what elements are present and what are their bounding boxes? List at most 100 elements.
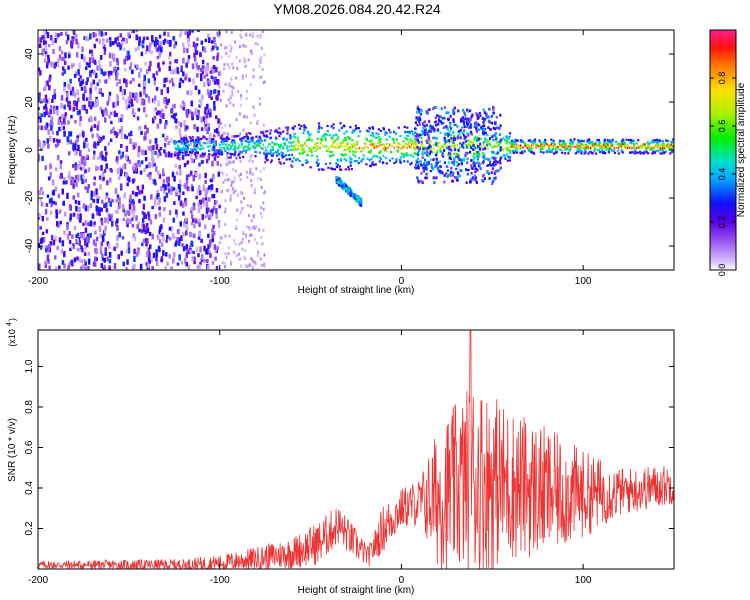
spectrogram-cell: [139, 263, 143, 270]
spectrogram-cell: [369, 143, 371, 146]
spectrogram-cell: [400, 152, 403, 155]
spectrogram-cell: [455, 160, 458, 164]
spectrogram-cell: [568, 149, 571, 152]
spectrogram-cell: [99, 106, 102, 111]
spectrogram-cell: [217, 90, 220, 96]
spectrogram-cell: [441, 151, 444, 154]
spectrogram-cell: [176, 140, 179, 144]
spectrogram-cell: [341, 185, 344, 188]
spectrogram-cell: [244, 149, 247, 152]
spectrogram-cell: [670, 143, 672, 146]
spectrogram-cell: [154, 151, 157, 155]
spectrogram-cell: [258, 143, 260, 147]
spectrogram-cell: [154, 107, 157, 112]
spectrogram-cell: [173, 175, 176, 182]
spectrogram-cell: [208, 37, 211, 44]
spectrogram-cell: [191, 256, 194, 261]
spectrogram-cell: [161, 242, 164, 247]
spectrogram-cell: [670, 142, 674, 145]
spectrogram-cell: [515, 147, 518, 151]
spectrogram-cell: [131, 217, 134, 222]
spectrogram-cell: [143, 167, 146, 173]
spectrogram-cell: [39, 37, 43, 43]
spectrogram-cell: [497, 140, 500, 143]
spectrogram-cell: [63, 69, 66, 75]
spectrogram-cell: [441, 144, 443, 147]
spectrogram-cell: [242, 149, 245, 152]
spectrogram-cell: [253, 145, 256, 148]
spectrogram-cell: [163, 149, 166, 154]
spectrogram-cell: [124, 134, 127, 139]
spectrogram-cell: [325, 149, 329, 153]
spectrogram-cell: [150, 257, 153, 263]
spectrogram-cell: [460, 169, 463, 172]
spectrogram-cell: [464, 135, 467, 139]
spectrogram-cell: [48, 76, 51, 83]
spectrogram-cell: [490, 115, 493, 118]
spectrogram-cell: [591, 152, 594, 155]
spectrogram-cell: [335, 178, 338, 182]
spectrogram-cell: [320, 139, 323, 142]
spectrogram-cell: [125, 172, 128, 177]
spectrogram-cell: [423, 125, 427, 128]
spectrogram-cell: [72, 243, 75, 250]
colorbar-tick-label: 0.2: [717, 216, 727, 229]
spectrogram-cell: [130, 200, 134, 205]
spectrogram-cell: [93, 176, 96, 180]
spectrogram-cell: [174, 242, 177, 247]
spectrogram-cell: [90, 128, 93, 132]
spectrogram-cell: [485, 112, 488, 116]
spectrogram-cell: [561, 145, 563, 148]
spectrogram-cell: [419, 160, 422, 163]
spectrogram-cell: [520, 140, 523, 143]
spectrogram-cell: [104, 146, 107, 151]
spectrogram-cell: [303, 150, 306, 153]
spectrogram-cell: [103, 47, 107, 52]
spectrogram-cell: [53, 89, 56, 94]
spectrogram-cell: [128, 34, 131, 39]
spectrogram-cell: [258, 145, 261, 148]
spectrogram-cell: [261, 130, 264, 133]
spectrogram-cell: [105, 195, 108, 200]
spectrogram-cell: [449, 174, 452, 177]
spectrogram-cell: [601, 146, 604, 149]
spectrogram-cell: [577, 139, 580, 142]
spectrogram-cell: [660, 152, 663, 155]
spectrogram-cell: [389, 143, 391, 146]
spectrogram-cell: [473, 125, 476, 129]
spectrogram-cell: [442, 121, 445, 125]
spectrogram-cell: [186, 140, 189, 143]
spectrogram-cell: [310, 139, 313, 142]
spectrogram-cell: [340, 126, 343, 129]
spectrogram-cell: [328, 155, 332, 158]
spectrogram-cell: [79, 115, 82, 122]
spectrogram-y-tick-label: 40: [24, 48, 35, 60]
spectrogram-cell: [70, 259, 74, 265]
spectrogram-cell: [450, 170, 453, 173]
spectrogram-cell: [178, 149, 181, 152]
spectrogram-cell: [232, 191, 235, 195]
spectrogram-cell: [222, 181, 225, 184]
spectrogram-cell: [421, 164, 424, 167]
spectrogram-cell: [79, 75, 82, 79]
spectrogram-cell: [477, 161, 480, 164]
spectrogram-cell: [203, 245, 206, 252]
spectrogram-cell: [411, 140, 414, 143]
spectrogram-cell: [524, 144, 526, 147]
spectrogram-cell: [125, 135, 128, 140]
spectrogram-cell: [526, 146, 528, 150]
spectrogram-cell: [192, 140, 195, 143]
spectrogram-cell: [576, 148, 579, 152]
spectrogram-cell: [106, 241, 110, 247]
spectrogram-cell: [582, 144, 585, 147]
spectrogram-cell: [613, 147, 616, 150]
spectrogram-cell: [275, 143, 278, 146]
spectrogram-cell: [523, 150, 526, 153]
spectrogram-cell: [195, 246, 199, 253]
spectrogram-cell: [540, 146, 543, 150]
spectrogram-cell: [259, 58, 262, 62]
spectrogram-cell: [260, 206, 263, 209]
spectrogram-cell: [574, 145, 576, 148]
spectrogram-cell: [169, 51, 172, 57]
spectrogram-cell: [341, 187, 344, 190]
